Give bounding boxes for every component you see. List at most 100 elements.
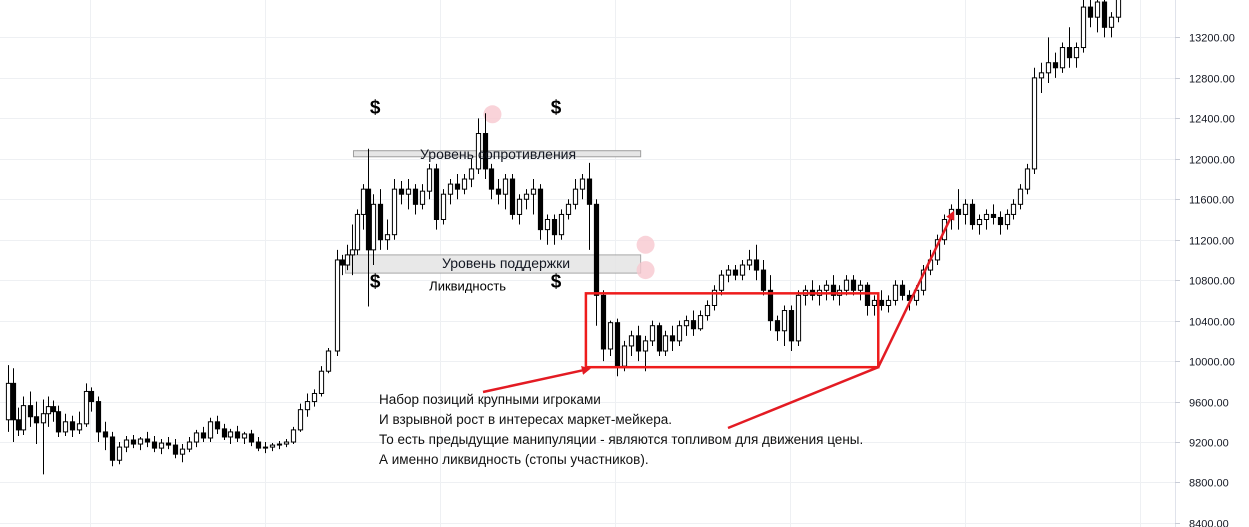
candle-body-up	[871, 299, 878, 306]
candle-body-up	[311, 392, 318, 403]
candle-body-down	[412, 188, 419, 205]
candle-body-up	[1045, 62, 1052, 74]
candle-body-up	[746, 259, 753, 266]
candle-body-up	[523, 193, 530, 200]
candle-body-down	[551, 218, 558, 236]
candle-body-up	[565, 203, 572, 215]
candle-body-up	[697, 315, 704, 330]
candle-body-up	[207, 421, 214, 439]
candle-body-down	[850, 279, 857, 291]
price-axis[interactable]: 8400.00 8800.00 9200.00 9600.00 10000.00 1040…	[1175, 33, 1235, 527]
candles	[5, 0, 1122, 475]
candle-body-up	[1004, 213, 1011, 226]
candle-body-down	[537, 188, 544, 231]
candle-body-up	[297, 409, 304, 431]
support-label: Уровень поддержки	[442, 255, 570, 271]
candle-body-up	[1073, 47, 1080, 59]
y-tick-label: 10000.00	[1189, 357, 1235, 369]
candle-body-down	[454, 183, 461, 190]
candle-body-down	[482, 133, 489, 170]
y-tick-label: 12000.00	[1189, 155, 1235, 167]
candle-body-up	[1031, 77, 1038, 170]
candle-body-down	[774, 320, 781, 332]
candle-body-down	[27, 405, 34, 418]
candle-body-up	[227, 431, 234, 438]
candle-body-up	[123, 439, 130, 448]
candle-body-down	[15, 419, 22, 431]
accumulation-box	[584, 292, 880, 369]
candle-body-down	[753, 259, 760, 271]
candle-body-up	[40, 413, 47, 424]
candle-body-down	[600, 294, 607, 350]
candle-body-up	[137, 438, 144, 445]
candle-body-down	[669, 335, 676, 342]
candle-body-down	[656, 325, 663, 352]
candle-body-up	[304, 401, 311, 411]
candle-body-up	[360, 188, 367, 215]
candle-body-down	[234, 431, 241, 439]
candle-body-down	[165, 442, 172, 446]
candle-body-down	[248, 433, 255, 443]
candle-body-down	[109, 436, 116, 461]
candle-body-up	[1108, 16, 1115, 28]
candle-body-up	[1080, 6, 1087, 49]
candle-body-up	[193, 432, 200, 443]
y-tick-label: 8400.00	[1189, 519, 1229, 527]
y-tick-label: 10800.00	[1189, 276, 1235, 288]
candle-body-down	[997, 216, 1004, 226]
candle-body-up	[718, 274, 725, 291]
candle-body-down	[509, 178, 516, 215]
note-line: Набор позиций крупными игроками	[379, 392, 601, 407]
dollar-sign: $	[551, 271, 562, 292]
candle-body-up	[642, 340, 649, 352]
candle-body-up	[711, 289, 718, 306]
candle-body-up	[276, 443, 283, 446]
candle-body-up	[447, 183, 454, 195]
candle-body-up	[683, 320, 690, 327]
candle-body-up	[83, 390, 90, 425]
candle-body-up	[649, 325, 656, 342]
candle-body-up	[558, 213, 565, 236]
candle-body-down	[433, 168, 440, 220]
candle-body-up	[962, 203, 969, 215]
candle-body-down	[10, 382, 17, 421]
candle-body-down	[864, 284, 871, 306]
candle-body-down	[767, 289, 774, 322]
candle-body-down	[255, 441, 262, 449]
candle-body-up	[354, 213, 361, 251]
y-tick-label: 10400.00	[1189, 317, 1235, 329]
candle-body-up	[885, 299, 892, 306]
resistance-zone	[352, 150, 642, 158]
note-line: И взрывной рост в интересах маркет-мейке…	[379, 412, 672, 427]
candle-body-up	[579, 178, 586, 190]
candle-body-down	[495, 188, 502, 195]
liquidity-label: Ликвидность	[429, 278, 506, 293]
candle-body-down	[95, 401, 102, 433]
candle-body-down	[102, 431, 109, 438]
candle-body-up	[344, 254, 351, 266]
candle-body-up	[262, 446, 269, 449]
candle-body-up	[20, 405, 27, 431]
candle-body-up	[334, 259, 341, 352]
candle-body-up	[45, 406, 52, 415]
y-tick-label: 8800.00	[1189, 478, 1229, 490]
candle-body-up	[544, 218, 551, 231]
y-tick-label: 12800.00	[1189, 74, 1235, 86]
note-line: А именно ликвидность (стопы участников).	[379, 452, 649, 467]
highlight-circle	[636, 235, 655, 254]
candle-body-down	[172, 444, 179, 455]
candle-body-up	[628, 335, 635, 347]
candle-body-up	[502, 178, 509, 195]
candle-body-up	[516, 198, 523, 215]
dollar-sign: $	[551, 97, 562, 118]
y-tick-label: 11600.00	[1189, 195, 1234, 207]
candle-body-up	[283, 441, 290, 445]
highlight-circles	[483, 105, 655, 280]
candle-body-up	[704, 304, 711, 317]
candle-body-down	[1052, 62, 1059, 69]
candle-body-down	[55, 411, 62, 433]
candle-body-up	[1038, 72, 1045, 79]
candle-body-down	[899, 284, 906, 296]
candle-body-down	[200, 432, 207, 439]
